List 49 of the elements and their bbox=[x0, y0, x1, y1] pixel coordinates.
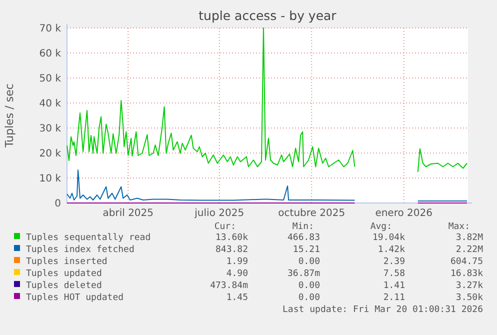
text: 843.82 bbox=[215, 245, 248, 255]
text: 2.11 bbox=[383, 293, 405, 303]
y-tick-label: 0 bbox=[54, 198, 61, 210]
text: 3.27k bbox=[456, 281, 484, 291]
text: 466.83 bbox=[287, 233, 320, 243]
text: 13.60k bbox=[215, 233, 249, 243]
text: 1.41 bbox=[383, 281, 405, 291]
text: Cur: bbox=[214, 222, 236, 232]
text: 4.90 bbox=[226, 269, 248, 279]
text: 0.00 bbox=[298, 257, 320, 267]
y-tick-label: 20 k bbox=[39, 148, 62, 160]
y-tick-label: 60 k bbox=[39, 48, 62, 60]
y-axis-title: Tuples / sec bbox=[3, 84, 16, 148]
text: 16.83k bbox=[450, 269, 484, 279]
text: 0.00 bbox=[298, 293, 320, 303]
y-tick-label: 40 k bbox=[39, 98, 62, 110]
y-tick-label: 50 k bbox=[39, 74, 62, 84]
text: 36.87m bbox=[287, 269, 320, 279]
legend-label: Tuples updated bbox=[26, 269, 102, 279]
text: Avg: bbox=[370, 222, 392, 232]
text: 473.84m bbox=[210, 281, 248, 291]
y-tick-label: 10 k bbox=[39, 174, 62, 184]
text: 19.04k bbox=[372, 233, 406, 243]
text: Last update: Fri Mar 20 01:00:31 2026 bbox=[282, 305, 483, 315]
text: 1.42k bbox=[378, 245, 406, 255]
text: 1.99 bbox=[226, 257, 248, 267]
text: 7.58 bbox=[383, 269, 405, 279]
y-tick-label: 70 k bbox=[39, 24, 62, 34]
legend-label: Tuples inserted bbox=[26, 257, 108, 267]
text: 2.22M bbox=[456, 245, 484, 255]
legend-label: Tuples index fetched bbox=[26, 245, 134, 255]
legend-label: Tuples deleted bbox=[26, 281, 102, 291]
legend-label: Tuples HOT updated bbox=[26, 293, 124, 303]
text: 3.82M bbox=[456, 233, 484, 243]
chart-title: tuple access - by year bbox=[198, 8, 338, 23]
x-tick-label: enero 2026 bbox=[375, 208, 432, 219]
text: Max: bbox=[448, 222, 470, 232]
text: 0.00 bbox=[298, 281, 320, 291]
text: Min: bbox=[292, 222, 314, 232]
text: 1.45 bbox=[226, 293, 248, 303]
text: 3.50k bbox=[456, 293, 484, 303]
text: 604.75 bbox=[450, 257, 483, 267]
text: 2.39 bbox=[383, 257, 405, 267]
text: 15.21 bbox=[292, 245, 320, 255]
y-tick-label: 30 k bbox=[39, 124, 62, 134]
x-tick-label: julio 2025 bbox=[194, 208, 244, 219]
x-tick-label: abril 2025 bbox=[102, 208, 154, 219]
legend-label: Tuples sequentally read bbox=[26, 233, 151, 243]
x-tick-label: octubre 2025 bbox=[278, 208, 346, 219]
